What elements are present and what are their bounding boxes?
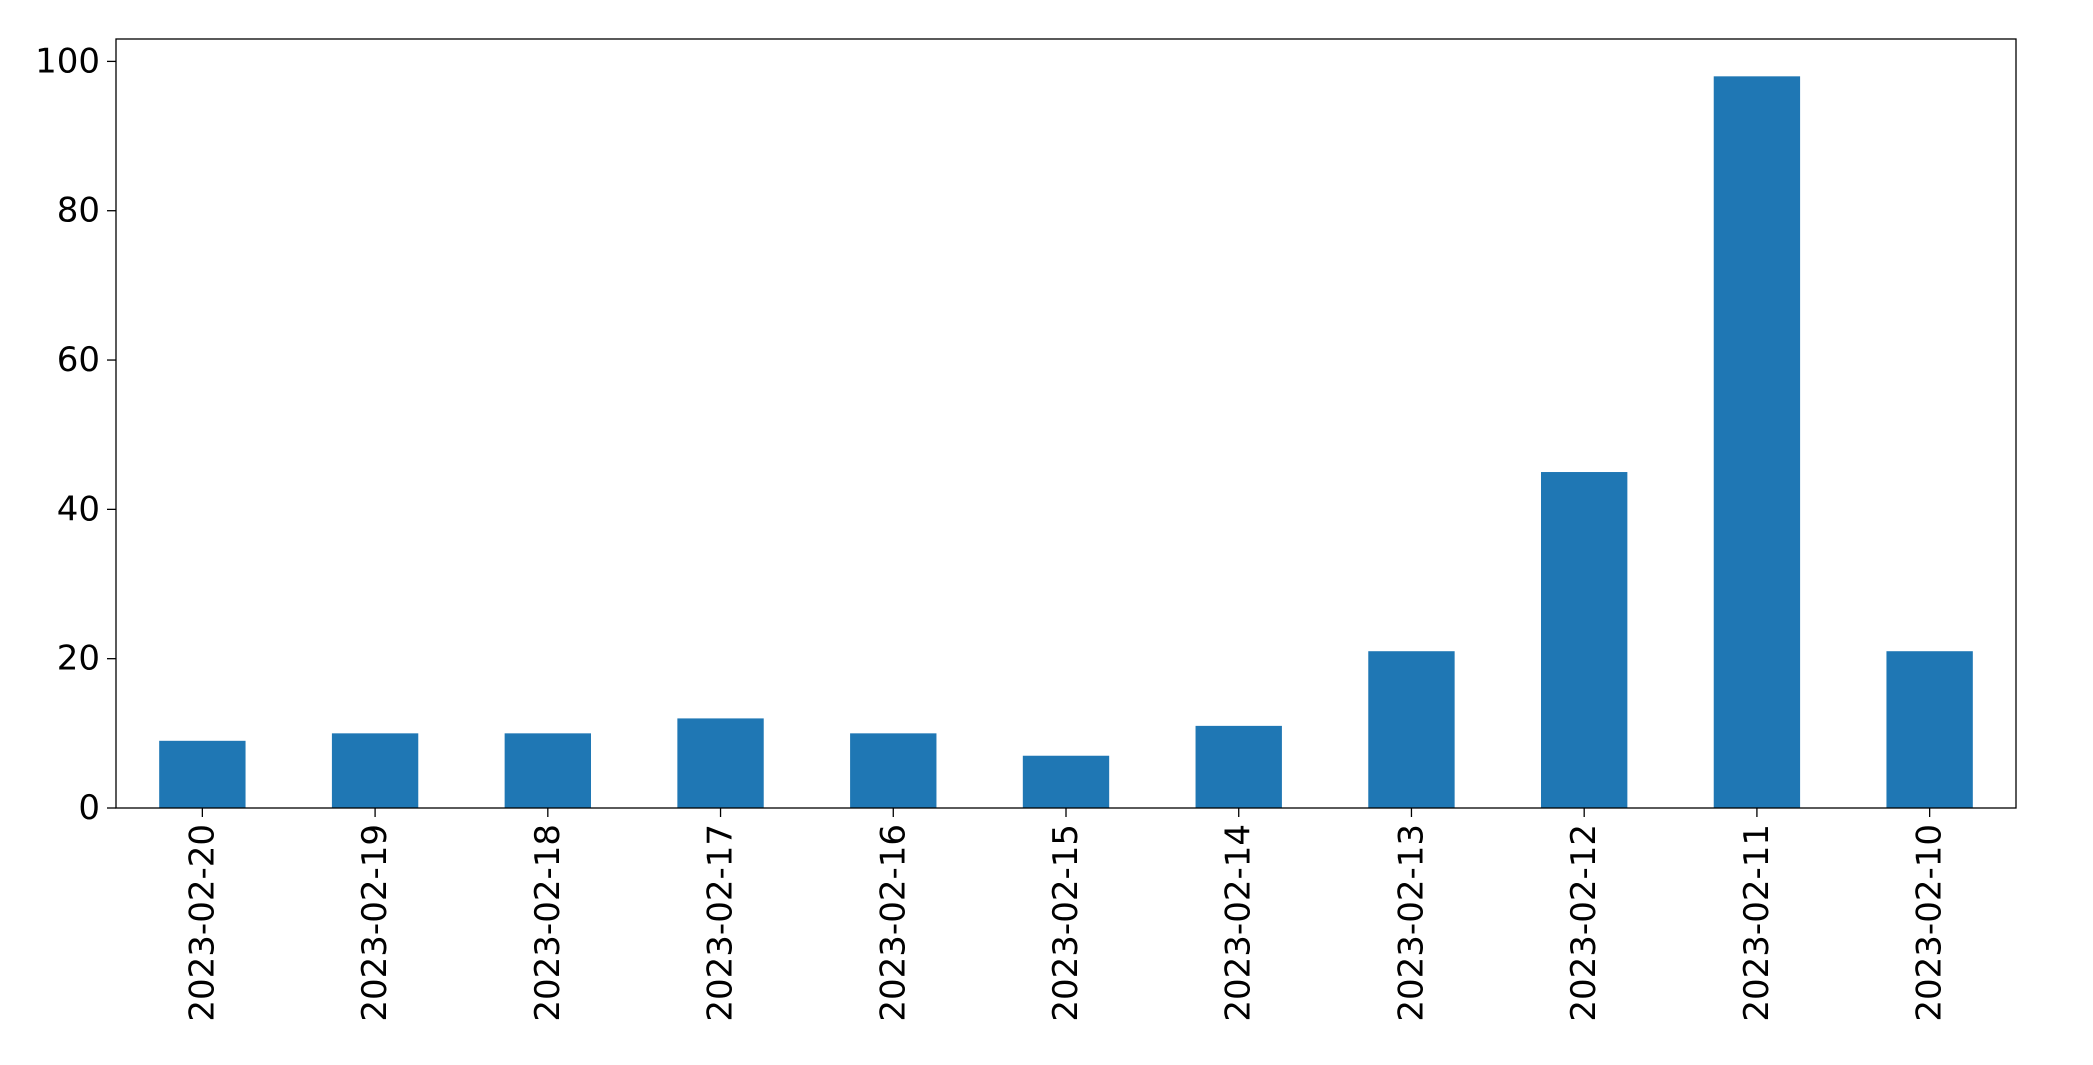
x-tick-label: 2023-02-17 [701, 824, 741, 1022]
x-tick-label: 2023-02-18 [528, 824, 568, 1022]
bar-2023-02-10 [1886, 651, 1973, 808]
bar-2023-02-18 [504, 733, 591, 808]
y-tick-label: 40 [57, 489, 100, 529]
bars-group [159, 76, 1973, 809]
y-tick-label: 20 [57, 639, 100, 679]
y-axis: 0 20 40 60 80 100 [35, 41, 116, 828]
y-tick-label: 0 [78, 788, 100, 828]
x-tick-label: 2023-02-14 [1219, 824, 1259, 1022]
x-tick-label: 2023-02-15 [1046, 824, 1086, 1022]
x-tick-label: 2023-02-10 [1910, 824, 1950, 1022]
y-tick-label: 60 [57, 340, 100, 380]
x-axis: 2023-02-20 2023-02-19 2023-02-18 2023-02-17… [182, 808, 1950, 1022]
bar-2023-02-11 [1713, 76, 1801, 809]
bar-2023-02-17 [677, 718, 764, 808]
bar-2023-02-19 [331, 733, 419, 808]
x-tick-label: 2023-02-20 [182, 824, 222, 1022]
bar-2023-02-13 [1368, 651, 1455, 808]
x-tick-label: 2023-02-12 [1564, 824, 1604, 1022]
x-tick-label: 2023-02-13 [1391, 824, 1431, 1022]
bar-2023-02-15 [1022, 755, 1110, 808]
bar-2023-02-16 [850, 733, 937, 808]
y-tick-label: 100 [35, 41, 100, 81]
bar-2023-02-12 [1541, 472, 1628, 808]
bar-2023-02-20 [159, 740, 246, 808]
x-tick-label: 2023-02-19 [355, 824, 395, 1022]
y-tick-label: 80 [57, 191, 100, 231]
plot-frame [115, 38, 2017, 809]
x-tick-label: 2023-02-16 [873, 824, 913, 1022]
bar-2023-02-14 [1195, 725, 1282, 808]
x-tick-label: 2023-02-11 [1737, 824, 1777, 1022]
